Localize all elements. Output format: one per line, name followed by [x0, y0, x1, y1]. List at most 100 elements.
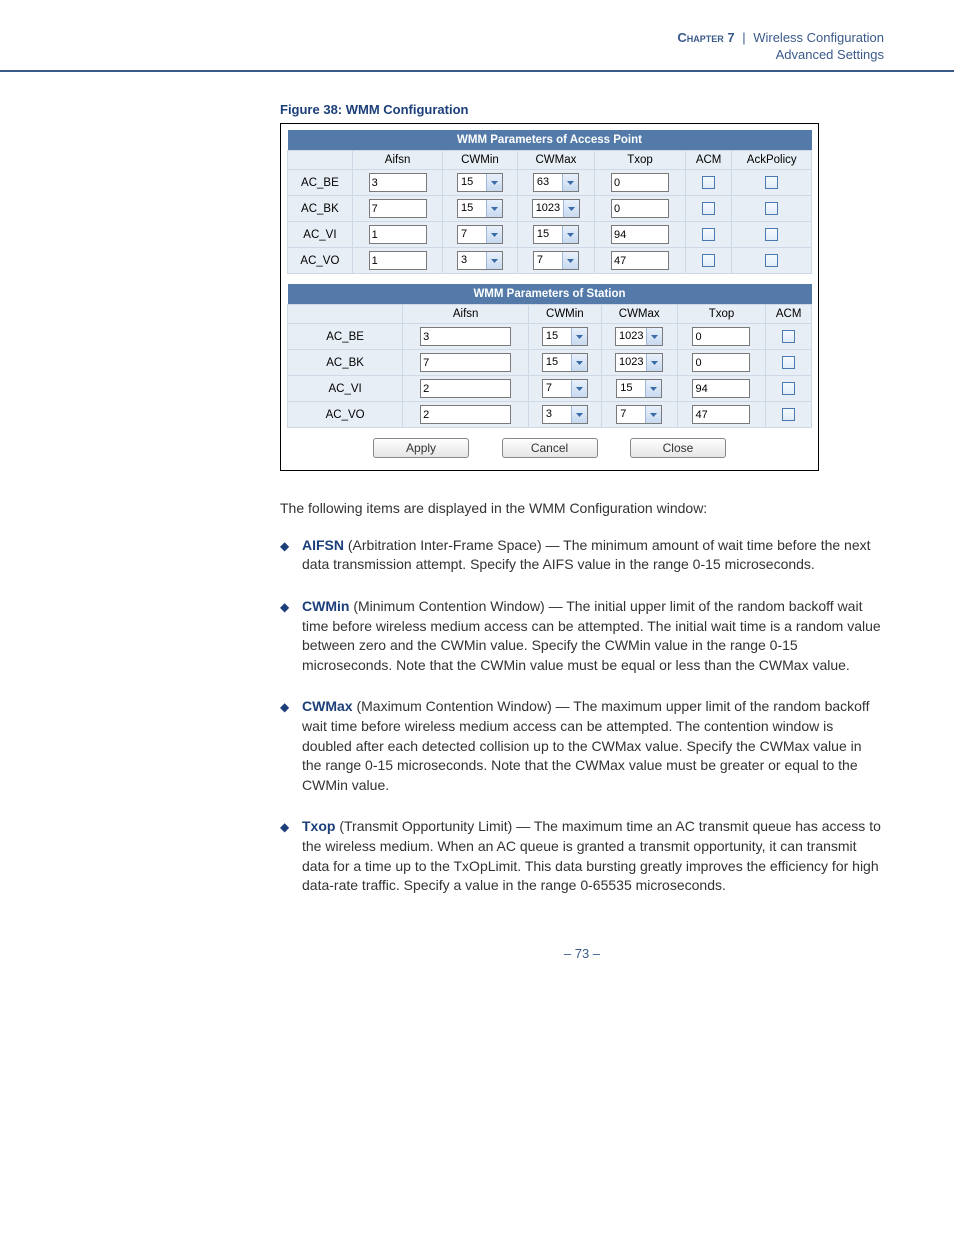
dropdown[interactable]: 3: [457, 251, 503, 270]
chevron-down-icon: [646, 354, 662, 371]
chevron-down-icon: [563, 200, 579, 217]
chevron-down-icon: [562, 226, 578, 243]
header-title: Wireless Configuration: [753, 30, 884, 45]
dropdown-value: 15: [534, 226, 562, 243]
chevron-down-icon: [562, 252, 578, 269]
table-row: AC_VO 3 7: [288, 402, 812, 428]
ap-col-cwmax: CWMax: [517, 151, 595, 170]
dropdown-value: 1023: [616, 328, 646, 345]
definition-body: (Minimum Contention Window) — The initia…: [302, 598, 881, 673]
dropdown[interactable]: 1023: [532, 199, 580, 218]
text-input[interactable]: [420, 405, 511, 424]
sta-col-cwmin: CWMin: [529, 305, 602, 324]
intro-text: The following items are displayed in the…: [280, 499, 884, 518]
dropdown[interactable]: 7: [457, 225, 503, 244]
checkbox[interactable]: [702, 176, 715, 189]
checkbox[interactable]: [782, 382, 795, 395]
row-label: AC_VI: [288, 222, 353, 248]
row-label: AC_BE: [288, 324, 403, 350]
ap-col-cwmin: CWMin: [443, 151, 517, 170]
chevron-down-icon: [645, 380, 661, 397]
definition-body: (Maximum Contention Window) — The maximu…: [302, 698, 869, 792]
dropdown[interactable]: 15: [542, 353, 588, 372]
sta-table-title: WMM Parameters of Station: [288, 284, 812, 305]
chevron-down-icon: [486, 174, 502, 191]
dropdown[interactable]: 15: [616, 379, 662, 398]
dropdown-value: 7: [543, 380, 571, 397]
text-input[interactable]: [692, 405, 750, 424]
checkbox[interactable]: [765, 228, 778, 241]
row-label: AC_BK: [288, 196, 353, 222]
table-row: AC_VI 7 15: [288, 222, 812, 248]
text-input[interactable]: [420, 327, 511, 346]
checkbox[interactable]: [782, 356, 795, 369]
dropdown-value: 3: [458, 252, 486, 269]
chevron-down-icon: [571, 328, 587, 345]
close-button[interactable]: Close: [630, 438, 726, 458]
dropdown-value: 15: [543, 354, 571, 371]
checkbox[interactable]: [782, 408, 795, 421]
dropdown-value: 15: [458, 174, 486, 191]
text-input[interactable]: [611, 251, 669, 270]
ap-table: WMM Parameters of Access Point Aifsn CWM…: [287, 130, 812, 274]
chevron-down-icon: [486, 252, 502, 269]
text-input[interactable]: [611, 199, 669, 218]
dropdown[interactable]: 15: [457, 173, 503, 192]
dropdown[interactable]: 63: [533, 173, 579, 192]
ap-col-blank: [288, 151, 353, 170]
dropdown[interactable]: 1023: [615, 353, 663, 372]
dropdown-value: 3: [543, 406, 571, 423]
text-input[interactable]: [369, 225, 427, 244]
sta-col-blank: [288, 305, 403, 324]
dropdown-value: 7: [617, 406, 645, 423]
checkbox[interactable]: [702, 254, 715, 267]
dropdown[interactable]: 3: [542, 405, 588, 424]
chapter-label: Chapter 7: [677, 30, 734, 45]
checkbox[interactable]: [765, 176, 778, 189]
text-input[interactable]: [692, 327, 750, 346]
text-input[interactable]: [420, 379, 511, 398]
row-label: AC_VO: [288, 402, 403, 428]
dropdown[interactable]: 15: [457, 199, 503, 218]
checkbox[interactable]: [765, 202, 778, 215]
row-label: AC_BK: [288, 350, 403, 376]
text-input[interactable]: [692, 353, 750, 372]
dropdown[interactable]: 7: [542, 379, 588, 398]
text-input[interactable]: [611, 173, 669, 192]
definition-item: AIFSN (Arbitration Inter-Frame Space) — …: [280, 536, 884, 575]
dropdown[interactable]: 15: [542, 327, 588, 346]
text-input[interactable]: [369, 251, 427, 270]
dropdown[interactable]: 7: [616, 405, 662, 424]
ap-col-acm: ACM: [685, 151, 732, 170]
text-input[interactable]: [369, 173, 427, 192]
dropdown-value: 15: [543, 328, 571, 345]
checkbox[interactable]: [702, 202, 715, 215]
checkbox[interactable]: [702, 228, 715, 241]
table-row: AC_BE 15 1023: [288, 324, 812, 350]
row-label: AC_BE: [288, 170, 353, 196]
dropdown-value: 63: [534, 174, 562, 191]
definition-item: CWMax (Maximum Contention Window) — The …: [280, 697, 884, 795]
cancel-button[interactable]: Cancel: [502, 438, 598, 458]
header-divider: |: [742, 30, 745, 45]
checkbox[interactable]: [782, 330, 795, 343]
dropdown[interactable]: 7: [533, 251, 579, 270]
table-row: AC_VI 7 15: [288, 376, 812, 402]
chevron-down-icon: [571, 354, 587, 371]
page-number: – 73 –: [280, 946, 884, 961]
dropdown-value: 1023: [533, 200, 563, 217]
ap-col-txop: Txop: [595, 151, 686, 170]
text-input[interactable]: [611, 225, 669, 244]
definition-body: (Transmit Opportunity Limit) — The maxim…: [302, 818, 881, 893]
row-label: AC_VO: [288, 248, 353, 274]
definition-item: CWMin (Minimum Contention Window) — The …: [280, 597, 884, 675]
dropdown[interactable]: 15: [533, 225, 579, 244]
text-input[interactable]: [369, 199, 427, 218]
figure-box: WMM Parameters of Access Point Aifsn CWM…: [280, 123, 819, 471]
table-row: AC_BE 15 63: [288, 170, 812, 196]
text-input[interactable]: [692, 379, 750, 398]
checkbox[interactable]: [765, 254, 778, 267]
text-input[interactable]: [420, 353, 511, 372]
apply-button[interactable]: Apply: [373, 438, 469, 458]
dropdown[interactable]: 1023: [615, 327, 663, 346]
